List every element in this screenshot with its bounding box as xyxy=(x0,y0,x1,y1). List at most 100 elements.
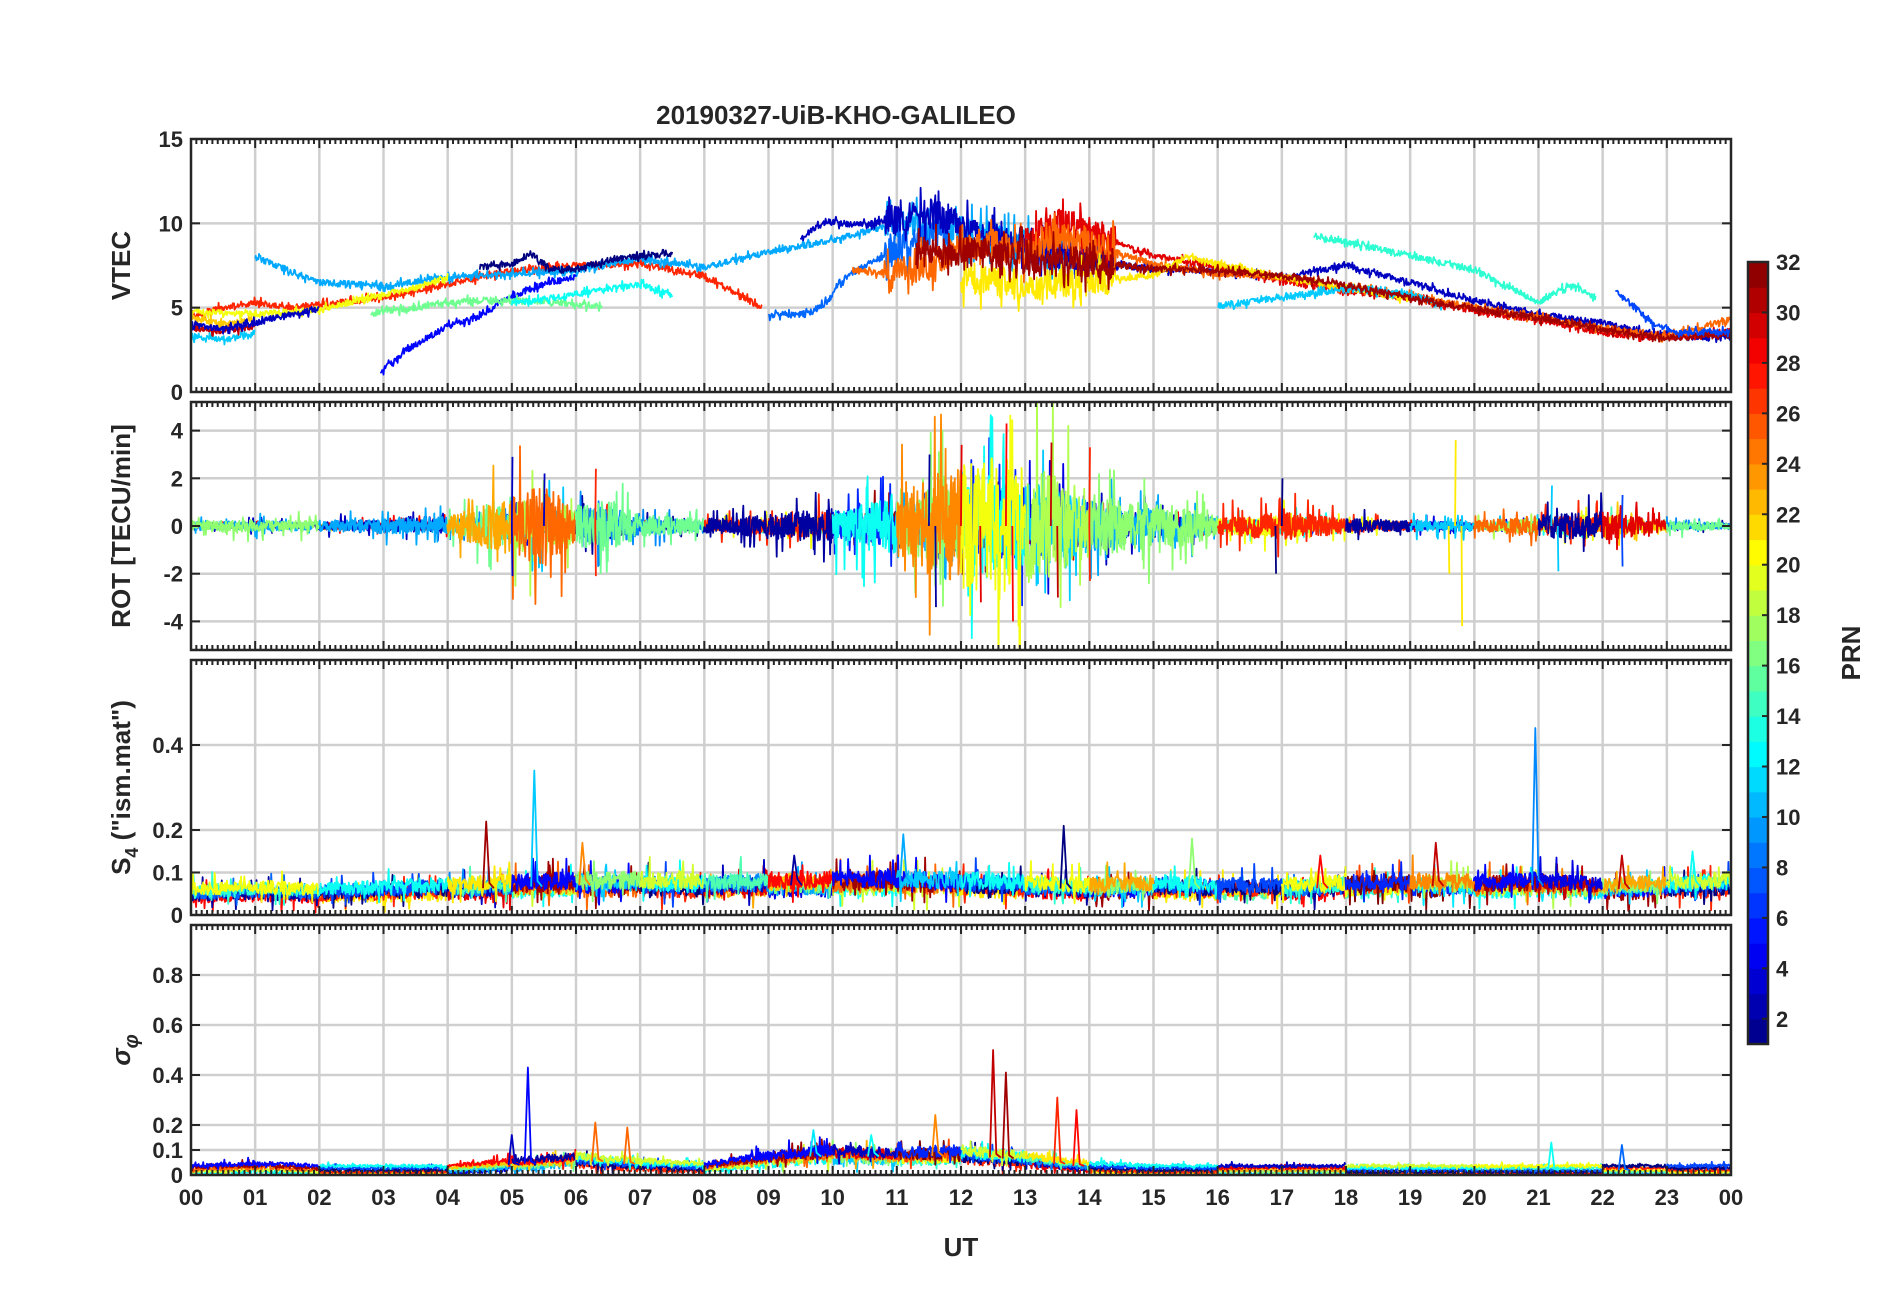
sigma_phi-spike-prn-25 xyxy=(591,1121,604,1163)
rot-spike-prn-7 xyxy=(1621,525,1624,567)
colorbar-tick-label: 10 xyxy=(1776,805,1800,830)
colorbar-segment xyxy=(1748,968,1768,995)
sigma_phi-series-prn-19 xyxy=(960,1140,1027,1167)
s4-series-prn-5 xyxy=(1472,863,1539,898)
rot-series-prn-27 xyxy=(1216,492,1347,558)
s4-spike-prn-17 xyxy=(1187,837,1201,890)
rot-series-prn-2 xyxy=(1537,492,1604,553)
sigma_phi-spike-prn-31 xyxy=(1001,1071,1015,1160)
sigma_phi-spike-prn-28 xyxy=(1072,1109,1085,1167)
colorbar-segment xyxy=(1748,741,1768,768)
y-axis-label-sigma_phi: σφ xyxy=(106,1034,143,1065)
colorbar-tick-label: 20 xyxy=(1776,553,1800,578)
rot-spike-prn-27 xyxy=(1088,525,1091,581)
rot-spike-prn-30 xyxy=(1056,525,1059,598)
vtec-series-prn-14 xyxy=(1313,232,1597,305)
s4-series-prn-11 xyxy=(895,860,962,903)
colorbar-segment xyxy=(1748,539,1768,566)
s4-series-prn-7 xyxy=(1216,863,1283,903)
s4-series-prn-24 xyxy=(1409,854,1475,897)
x-tick-label: 07 xyxy=(628,1185,652,1210)
rot-series-prn-17 xyxy=(191,510,320,543)
vtec-series-prn-13 xyxy=(510,278,674,307)
vtec-series-prn-11 xyxy=(191,329,256,346)
s4-spike-prn-30 xyxy=(1617,854,1631,890)
x-axis-label: UT xyxy=(944,1232,979,1262)
s4-series-prn-19 xyxy=(1665,865,1731,891)
s4-series-prn-5 xyxy=(831,854,898,889)
s4-series-prn-13 xyxy=(1665,862,1731,900)
sigma_phi-series-prn-2 xyxy=(511,1152,577,1166)
rot-spike-prn-7 xyxy=(1621,494,1624,527)
rot-spike-prn-28 xyxy=(1011,525,1014,622)
sigma_phi-spike-prn-13 xyxy=(867,1134,880,1158)
colorbar-segment xyxy=(1748,463,1768,490)
colorbar-segment xyxy=(1748,438,1768,465)
vtec-series-prn-5 xyxy=(379,273,577,376)
sigma_phi-spike-prn-24 xyxy=(931,1114,944,1157)
x-ticks xyxy=(190,402,1732,650)
s4-series-prn-15 xyxy=(703,856,770,903)
vtec-series-prn-16 xyxy=(370,294,603,318)
panel-rot: -4 -2 0 2 4 ROT [TECU/min] xyxy=(106,400,1733,652)
series-group xyxy=(191,186,1731,376)
rot-series-prn-23 xyxy=(446,464,513,563)
colorbar-frame xyxy=(1746,260,1770,1046)
rot-spike-prn-21 xyxy=(1460,525,1464,627)
x-tick-label: 10 xyxy=(820,1185,844,1210)
colorbar-segment xyxy=(1748,917,1768,944)
s4-spike-prn-11 xyxy=(530,769,543,888)
y-axis-label-vtec: VTEC xyxy=(106,231,136,301)
s4-spike-prn-13 xyxy=(1688,850,1701,888)
sigma_phi-spike-prn-5 xyxy=(523,1066,537,1165)
y-tick-labels: 0 5 10 15 xyxy=(159,127,1731,405)
x-tick-label: 23 xyxy=(1655,1185,1679,1210)
x-tick-label: 09 xyxy=(756,1185,780,1210)
colorbar-tick-label: 32 xyxy=(1776,250,1800,275)
colorbar-segment xyxy=(1748,589,1768,616)
rot-spike-prn-27 xyxy=(594,525,597,577)
rot-spike-prn-1 xyxy=(1274,525,1277,574)
s4-spike-prn-31 xyxy=(482,820,495,889)
sigma_phi-series-prn-20 xyxy=(1472,1161,1603,1171)
s4-series-prn-13 xyxy=(318,868,449,904)
rot-spike-prn-3 xyxy=(543,473,546,527)
rot-spike-prn-2 xyxy=(934,525,937,608)
panel-s4: 0 0.1 0.2 0.4 S4 ("ism.mat") xyxy=(106,658,1733,928)
colorbar-segment xyxy=(1748,615,1768,641)
colorbar-tick-label: 30 xyxy=(1776,300,1800,325)
x-tick-label: 15 xyxy=(1141,1185,1165,1210)
s4-series-prn-13 xyxy=(1152,865,1219,900)
rot-spike-prn-27 xyxy=(1088,447,1091,527)
sigma_phi-series-prn-1 xyxy=(1601,1162,1668,1170)
colorbar-tick-label: 16 xyxy=(1776,654,1800,679)
y-tick-label: 0.1 xyxy=(152,1138,183,1163)
s4-series-prn-6 xyxy=(1344,861,1411,903)
colorbar-segment xyxy=(1748,842,1768,869)
y-tick-label: 0.2 xyxy=(152,818,183,843)
colorbar-segment xyxy=(1748,337,1768,364)
sigma_phi-series-prn-1 xyxy=(1665,1164,1731,1173)
x-tick-label: 04 xyxy=(435,1185,460,1210)
colorbar-segment xyxy=(1748,1018,1768,1045)
s4-series-prn-18 xyxy=(1408,860,1475,899)
vtec-series-prn-20 xyxy=(191,273,449,321)
s4-spike-prn-30 xyxy=(1431,841,1445,887)
vtec-series-prn-31 xyxy=(915,223,1731,343)
colorbar-segment xyxy=(1748,564,1768,591)
sigma_phi-spike-prn-8 xyxy=(1617,1144,1630,1171)
sigma_phi-series-prn-3 xyxy=(831,1141,898,1165)
sigma_phi-series-prn-21 xyxy=(1024,1149,1090,1166)
rot-spike-prn-1 xyxy=(1280,478,1284,527)
y-tick-labels: -4 -2 0 2 4 xyxy=(163,419,1731,634)
colorbar-segment xyxy=(1748,312,1768,339)
sigma_phi-series-prn-7 xyxy=(1665,1160,1731,1170)
s4-spike-prn-2 xyxy=(790,854,803,886)
rot-spike-prn-21 xyxy=(1454,440,1457,527)
rot-spike-prn-30 xyxy=(1049,442,1053,527)
vtec-series-prn-22 xyxy=(191,312,256,331)
s4-spike-prn-9 xyxy=(1531,727,1544,886)
vtec-series-prn-3 xyxy=(191,305,320,335)
